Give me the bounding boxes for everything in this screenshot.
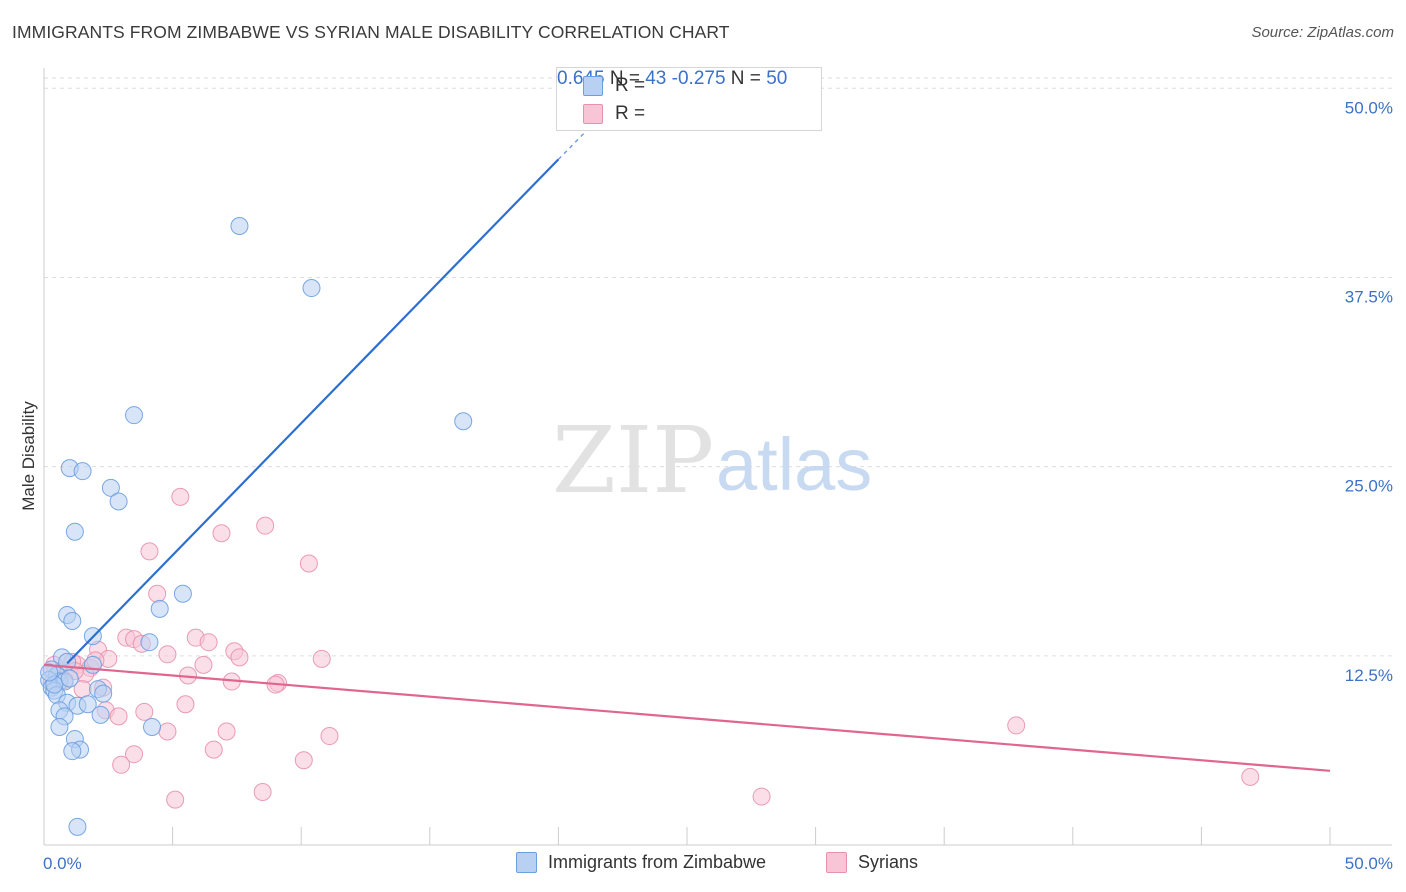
stats-legend: R = 0.645 N = 43 R = -0.275 N = 50	[556, 67, 822, 131]
point-zimbabwe	[73, 462, 92, 481]
legend-label-syrians: Syrians	[858, 852, 919, 872]
point-zimbabwe	[50, 717, 69, 736]
point-zimbabwe	[109, 492, 128, 511]
point-zimbabwe	[454, 412, 473, 431]
legend-label-zimbabwe: Immigrants from Zimbabwe	[548, 852, 767, 872]
legend-item-zimbabwe: Immigrants from Zimbabwe	[516, 852, 766, 873]
trend-line-zimbabwe-extension	[557, 119, 598, 160]
source-label: Source: ZipAtlas.com	[1251, 24, 1394, 41]
point-syrians	[312, 649, 331, 668]
gridlines	[44, 77, 1392, 657]
point-syrians	[194, 655, 213, 674]
point-syrians	[166, 790, 185, 809]
point-syrians	[158, 645, 177, 664]
tick-labels: 12.5% 25.0% 37.5% 50.0% 0.0% 50.0%	[43, 98, 1393, 873]
point-syrians	[1007, 716, 1026, 735]
point-zimbabwe	[125, 406, 144, 425]
point-zimbabwe	[63, 742, 82, 761]
r-label: R =	[615, 75, 646, 96]
point-syrians	[158, 722, 177, 741]
point-syrians	[204, 740, 223, 759]
point-syrians	[294, 751, 313, 770]
legend-item-syrians: Syrians	[826, 852, 918, 873]
trend-line-syrians	[43, 663, 1331, 772]
scatter-points	[40, 216, 1260, 836]
watermark: ZIP atlas	[552, 407, 872, 514]
point-syrians	[176, 695, 195, 714]
point-syrians	[135, 702, 154, 721]
point-syrians	[299, 554, 318, 573]
r-label: R =	[615, 103, 646, 124]
point-syrians	[148, 584, 167, 603]
stats-row-syrians: R =	[557, 100, 645, 128]
point-zimbabwe	[230, 216, 249, 235]
n-label: N =	[609, 68, 640, 89]
point-syrians	[1241, 767, 1260, 786]
point-zimbabwe	[78, 695, 97, 714]
trend-line-zimbabwe	[66, 158, 560, 665]
point-zimbabwe	[65, 522, 84, 541]
point-zimbabwe	[91, 705, 110, 724]
watermark-zip: ZIP	[552, 407, 714, 514]
point-zimbabwe	[40, 663, 59, 682]
watermark-atlas: atlas	[716, 423, 872, 506]
point-syrians	[217, 722, 236, 741]
point-syrians	[171, 487, 190, 506]
y-axis-label: Male Disability	[19, 401, 38, 511]
r-value-syrians: -0.275	[671, 68, 726, 89]
y-tick-label: 12.5%	[1345, 666, 1393, 685]
point-zimbabwe	[302, 279, 321, 298]
point-zimbabwe	[63, 612, 82, 631]
point-zimbabwe	[68, 817, 87, 836]
zimbabwe-swatch	[583, 76, 603, 96]
point-syrians	[199, 633, 218, 652]
point-syrians	[140, 542, 159, 561]
point-zimbabwe	[60, 669, 79, 688]
point-syrians	[752, 787, 771, 806]
legend-swatch-syrians	[826, 852, 847, 873]
point-zimbabwe	[143, 717, 162, 736]
point-syrians	[212, 524, 231, 543]
syrians-swatch	[583, 104, 603, 124]
point-syrians	[109, 707, 128, 726]
stats-row-zimbabwe: R =	[557, 72, 645, 100]
point-zimbabwe	[101, 478, 120, 497]
y-tick-label: 50.0%	[1345, 98, 1393, 117]
n-value-zimbabwe: 43	[645, 68, 667, 89]
point-syrians	[112, 755, 131, 774]
point-zimbabwe	[83, 655, 102, 674]
x-tick-label: 0.0%	[43, 854, 82, 873]
y-tick-label: 37.5%	[1345, 287, 1393, 306]
x-tick-label: 50.0%	[1345, 854, 1393, 873]
point-syrians	[125, 745, 144, 764]
trend-lines	[43, 119, 1331, 772]
point-zimbabwe	[150, 599, 169, 618]
point-zimbabwe	[140, 633, 159, 652]
point-zimbabwe	[94, 684, 113, 703]
point-syrians	[256, 516, 275, 535]
point-zimbabwe	[173, 584, 192, 603]
point-syrians	[253, 783, 272, 802]
n-value-syrians: 50	[766, 68, 788, 89]
point-syrians	[230, 648, 249, 667]
legend-swatch-zimbabwe	[516, 852, 537, 873]
n-label: N =	[730, 68, 761, 89]
y-tick-label: 25.0%	[1345, 477, 1393, 496]
axes	[43, 68, 1392, 846]
chart-title: IMMIGRANTS FROM ZIMBABWE VS SYRIAN MALE …	[12, 22, 730, 42]
point-syrians	[320, 727, 339, 746]
